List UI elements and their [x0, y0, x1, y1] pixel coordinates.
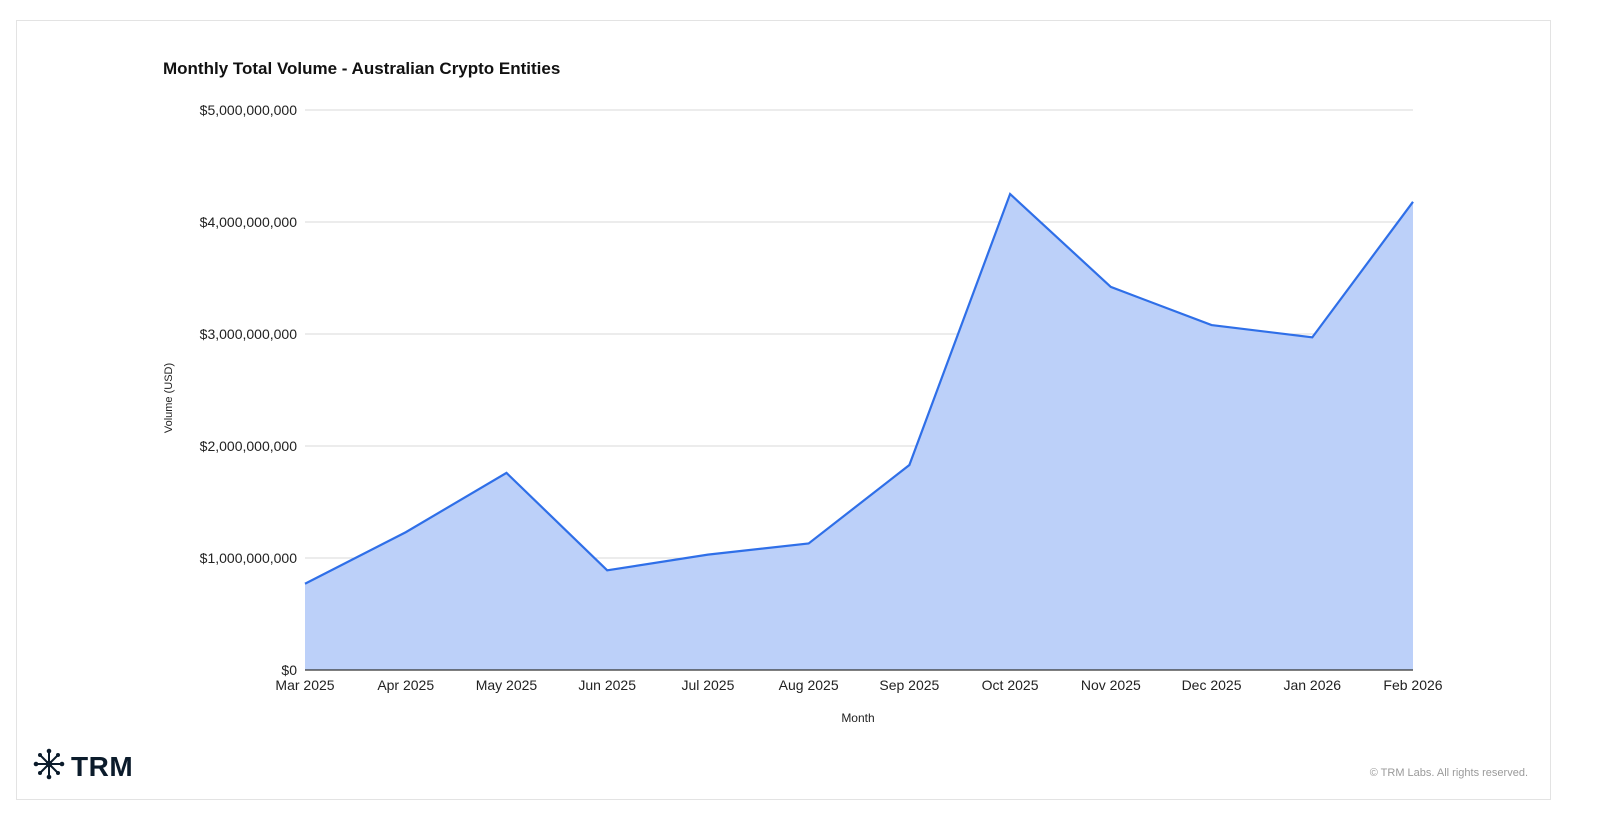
- y-axis-tick-labels: $0 $1,000,000,000 $2,000,000,000 $3,000,000…: [200, 102, 298, 678]
- network-star-icon: [33, 748, 65, 785]
- x-tick-label: Mar 2025: [275, 677, 334, 693]
- x-axis-tick-labels: Mar 2025 Apr 2025 May 2025 Jun 2025 Jul 2025…: [275, 677, 1442, 693]
- x-axis-label: Month: [841, 711, 874, 725]
- y-tick-label: $4,000,000,000: [200, 214, 298, 230]
- x-tick-label: Sep 2025: [879, 677, 939, 693]
- trm-logo: TRM: [33, 748, 133, 785]
- x-tick-label: Apr 2025: [377, 677, 434, 693]
- y-axis-label: Volume (USD): [163, 363, 175, 433]
- x-tick-label: Feb 2026: [1383, 677, 1442, 693]
- copyright-text: © TRM Labs. All rights reserved.: [1369, 767, 1528, 779]
- x-tick-label: Jan 2026: [1283, 677, 1341, 693]
- x-tick-label: Oct 2025: [982, 677, 1039, 693]
- y-tick-label: $0: [281, 662, 297, 678]
- x-tick-label: Jul 2025: [681, 677, 734, 693]
- y-tick-label: $5,000,000,000: [200, 102, 298, 118]
- series-line: [304, 192, 1414, 585]
- x-tick-label: Aug 2025: [779, 677, 839, 693]
- x-tick-label: Nov 2025: [1081, 677, 1141, 693]
- x-tick-label: May 2025: [476, 677, 538, 693]
- y-tick-label: $1,000,000,000: [200, 550, 298, 566]
- area-fill: [305, 194, 1413, 670]
- logo-text: TRM: [71, 750, 134, 782]
- y-tick-label: $2,000,000,000: [200, 438, 298, 454]
- area-series: [304, 192, 1414, 671]
- y-tick-label: $3,000,000,000: [200, 326, 298, 342]
- x-tick-label: Jun 2025: [578, 677, 636, 693]
- x-tick-label: Dec 2025: [1182, 677, 1242, 693]
- chart-title: Monthly Total Volume - Australian Crypto…: [163, 59, 561, 78]
